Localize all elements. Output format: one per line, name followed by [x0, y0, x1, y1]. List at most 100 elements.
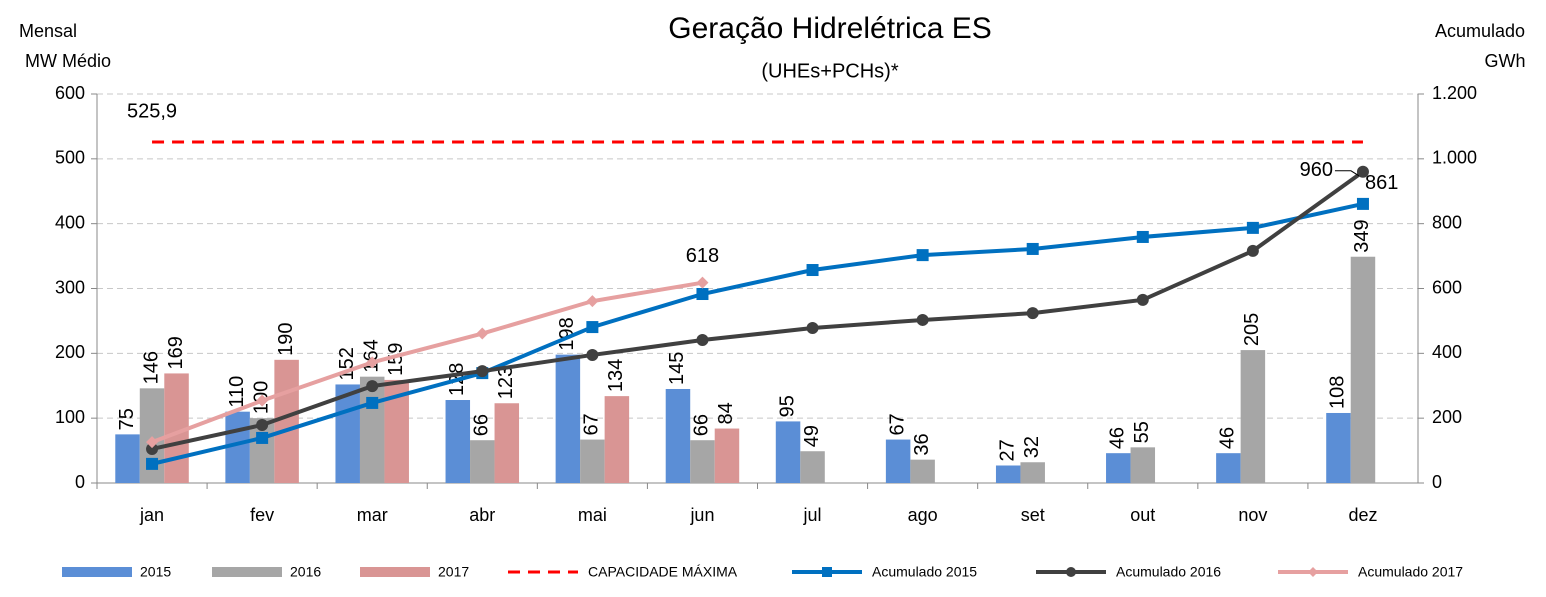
- legend-label: 2015: [140, 564, 171, 580]
- marker: [146, 442, 159, 455]
- bar: [690, 440, 715, 483]
- data-label: 27: [996, 439, 1018, 461]
- y-axis-title: MW Médio: [25, 51, 111, 71]
- marker: [586, 295, 599, 308]
- chart-title: Geração Hidrelétrica ES: [668, 12, 991, 45]
- marker: [586, 321, 599, 334]
- marker: [1356, 197, 1369, 210]
- bar: [580, 439, 605, 483]
- x-tick-label: ago: [908, 505, 938, 525]
- x-tick-label: jan: [139, 505, 164, 525]
- legend-swatch: [62, 567, 132, 577]
- bar: [1106, 453, 1131, 483]
- bar: [1350, 256, 1376, 483]
- data-label: 134: [605, 359, 627, 392]
- bar: [335, 384, 360, 483]
- data-label: 618: [686, 245, 719, 267]
- legend-label: Acumulado 2016: [1116, 564, 1221, 580]
- legend-label: 2016: [290, 564, 321, 580]
- data-label: 525,9: [127, 100, 177, 122]
- marker: [1136, 230, 1149, 243]
- x-tick-label: mai: [578, 505, 607, 525]
- bar: [1020, 462, 1045, 483]
- data-label: 123: [495, 366, 517, 399]
- x-tick-label: out: [1130, 505, 1155, 525]
- data-label: 36: [911, 433, 933, 455]
- marker: [806, 264, 819, 277]
- marker: [1246, 221, 1259, 234]
- bar: [1130, 447, 1156, 483]
- line: [151, 201, 1364, 466]
- marker: [586, 348, 599, 361]
- data-label: 110: [226, 376, 248, 408]
- data-label: 32: [1021, 436, 1043, 458]
- marker: [1356, 165, 1369, 178]
- y2-tick-label: 1.200: [1432, 83, 1477, 103]
- y-tick-label: 100: [55, 407, 85, 427]
- bar: [1216, 453, 1241, 483]
- marker: [256, 418, 269, 431]
- y2-axis-title: GWh: [1484, 51, 1525, 71]
- data-label: 861: [1365, 172, 1398, 194]
- bar: [470, 440, 495, 483]
- data-label: 349: [1351, 219, 1373, 252]
- bar: [665, 388, 691, 483]
- data-label: 198: [556, 317, 578, 350]
- legend-swatch: [212, 567, 282, 577]
- bar: [359, 376, 385, 483]
- bar: [1240, 350, 1266, 483]
- bar: [274, 359, 299, 483]
- x-tick-label: jul: [803, 505, 822, 525]
- data-label: 75: [116, 408, 138, 430]
- y-axis-title: Mensal: [19, 21, 77, 41]
- bar: [910, 459, 935, 483]
- marker: [1246, 244, 1259, 257]
- bar: [604, 396, 630, 483]
- legend-label: 2017: [438, 564, 469, 580]
- marker: [256, 394, 269, 407]
- x-tick-label: set: [1021, 505, 1045, 525]
- data-label: 67: [886, 413, 908, 435]
- bar: [885, 439, 911, 483]
- data-label: 159: [385, 343, 407, 376]
- data-label: 960: [1300, 159, 1333, 181]
- bar: [800, 451, 825, 483]
- marker: [806, 322, 819, 335]
- marker: [696, 334, 709, 347]
- y2-axis-title: Acumulado: [1435, 21, 1525, 41]
- line: [151, 280, 703, 445]
- data-label: 66: [691, 414, 713, 436]
- marker: [366, 380, 379, 393]
- data-label: 145: [666, 352, 688, 385]
- marker: [1136, 293, 1149, 306]
- bar: [1326, 412, 1351, 483]
- marker: [916, 313, 929, 326]
- legend-label: Acumulado 2015: [872, 564, 977, 580]
- data-label: 95: [776, 395, 798, 417]
- y-tick-label: 0: [75, 472, 85, 492]
- y2-tick-label: 0: [1432, 472, 1442, 492]
- x-tick-label: dez: [1348, 505, 1377, 525]
- bar: [995, 465, 1021, 483]
- marker: [696, 276, 709, 289]
- bar: [445, 400, 471, 483]
- marker: [696, 288, 709, 301]
- x-tick-label: fev: [250, 505, 274, 525]
- data-label: 67: [581, 413, 603, 435]
- bar: [555, 354, 581, 483]
- data-label: 205: [1241, 313, 1263, 346]
- data-label: 49: [801, 425, 823, 447]
- data-label: 108: [1327, 376, 1349, 409]
- legend-swatch: [822, 567, 832, 577]
- bar: [775, 421, 801, 483]
- data-label: 46: [1217, 427, 1239, 449]
- y2-tick-label: 1.000: [1432, 148, 1477, 168]
- legend-swatch: [1066, 567, 1076, 577]
- line: [151, 170, 1365, 451]
- marker: [916, 249, 929, 262]
- x-tick-label: mar: [357, 505, 388, 525]
- data-label: 55: [1131, 421, 1153, 443]
- x-tick-label: jun: [689, 505, 714, 525]
- data-label: 169: [165, 336, 187, 369]
